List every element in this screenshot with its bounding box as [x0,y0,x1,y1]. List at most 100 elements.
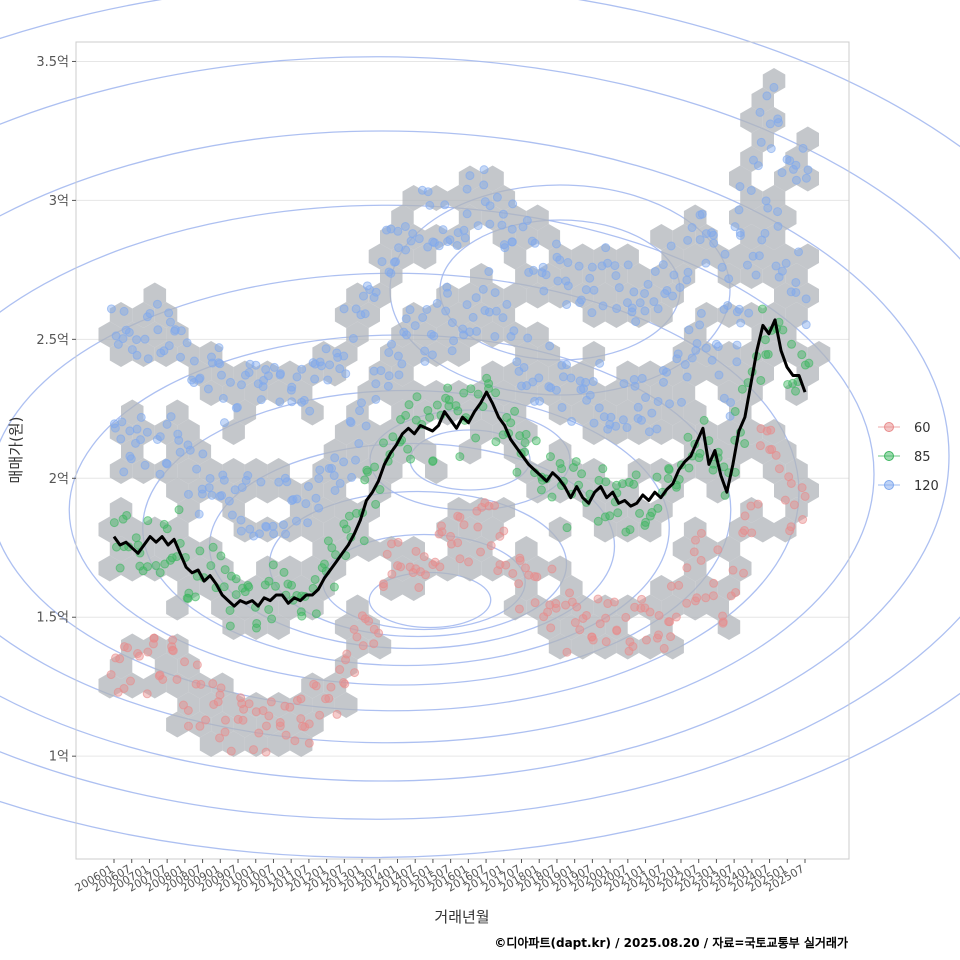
scatter-point [432,298,442,308]
hexbin [526,594,549,621]
scatter-point [650,266,660,276]
scatter-point [238,715,248,725]
scatter-point [155,469,165,479]
hexbin [605,263,628,289]
scatter-point [735,230,745,240]
scatter-point [406,236,416,246]
hexbin [166,711,189,738]
hexbin [121,633,144,660]
scatter-point [541,270,551,280]
scatter-point [563,281,573,291]
scatter-point [798,515,808,525]
scatter-point [220,565,230,575]
scatter-point [446,531,456,541]
density-contour [0,0,960,859]
scatter-point [122,510,132,520]
scatter-point [476,547,486,557]
hexbin [357,458,380,484]
hexbin [650,614,673,640]
scatter-point [630,381,640,391]
scatter-point [506,418,516,428]
scatter-point [690,535,700,545]
scatter-point [499,240,509,250]
scatter-point [329,582,339,592]
scatter-point [351,304,361,314]
x-axis: 2006012006072007012007072008012008072009… [73,859,807,895]
scatter-point [473,522,483,532]
scatter-point [789,500,799,510]
scatter-point [237,482,247,492]
scatter-point [275,397,285,407]
scatter-point [801,320,811,330]
scatter-point [268,521,278,531]
scatter-point [465,171,475,181]
scatter-point [351,455,361,465]
legend-swatch [884,480,894,490]
scatter-point [755,441,765,451]
scatter-point [335,665,345,675]
scatter-point [557,464,567,474]
scatter-point [371,379,381,389]
scatter-point [297,611,307,621]
scatter-point [595,619,605,629]
scatter-point [441,393,451,403]
scatter-point [746,185,756,195]
scatter-point [455,452,465,462]
hexbin [278,555,302,582]
scatter-point [683,235,693,245]
hexbin [402,302,425,328]
scatter-point [643,279,653,289]
scatter-point [215,359,225,369]
scatter-point [311,493,321,503]
scatter-point [668,291,678,301]
scatter-point [786,287,796,297]
scatter-point [471,326,481,336]
scatter-point [521,429,531,439]
scatter-point [675,283,685,293]
scatter-point [579,384,589,394]
hexbin [774,477,797,504]
hexbin [650,302,673,328]
scatter-point [360,475,370,485]
scatter-point [217,491,227,501]
scatter-point [142,312,152,322]
scatter-point [393,351,403,361]
scatter-point [278,520,288,530]
scatter-point [340,679,350,689]
scatter-point [243,470,253,480]
scatter-point [512,467,522,477]
scatter-point [435,562,445,572]
scatter-point [652,424,662,434]
scatter-point [601,613,611,623]
scatter-point [192,464,202,474]
hexbin [526,204,549,231]
scatter-point [330,485,340,495]
scatter-point [773,221,783,231]
scatter-point [555,458,565,468]
scatter-point [498,313,508,323]
hexbin [571,594,594,621]
scatter-point [245,359,255,369]
hexbin [166,477,189,504]
hexbin [695,575,718,601]
scatter-point [508,199,518,209]
scatter-point [572,602,582,612]
scatter-point [500,243,510,253]
scatter-point [434,241,444,251]
scatter-point [603,599,613,609]
scatter-point [135,561,145,571]
hexbin [526,321,549,348]
scatter-point [341,369,351,379]
scatter-point [611,271,621,281]
scatter-point [786,522,796,532]
hexbin [244,731,268,757]
scatter-point [419,552,429,562]
scatter-point [412,392,422,402]
scatter-point [436,521,446,531]
scatter-point [536,485,546,495]
y-axis: 1억 1.5억 2억 2.5억 3억 3.5억 [36,55,76,765]
hexbin [638,594,662,621]
scatter-point [734,205,744,215]
scatter-point [275,721,285,731]
scatter-point [303,518,313,528]
